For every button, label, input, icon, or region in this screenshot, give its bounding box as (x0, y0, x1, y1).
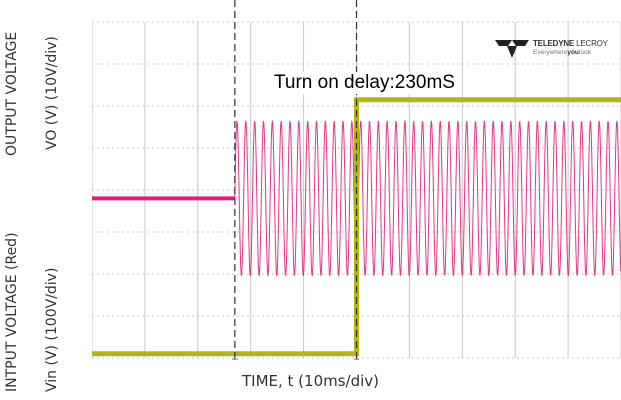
logo-tag-end: look (578, 49, 591, 56)
time-marker-arrow (231, 358, 238, 364)
plot-area (91, 0, 621, 364)
y-axis-label-input-line1: INTPUT VOLTAGE (Red) (4, 232, 20, 392)
logo-brand-text: TELEDYNE LECROY (533, 39, 608, 48)
time-marker-arrow (353, 358, 360, 364)
teledyne-lecroy-logo: TELEDYNE LECROY Everywhereyoulook (495, 34, 621, 64)
x-axis-label: TIME, t (10ms/div) (241, 372, 380, 390)
logo-tag-light: Everywhere (533, 49, 568, 56)
logo-tag-bold: you (567, 49, 579, 56)
y-axis-label-output-line2: VO (V) (10V/div) (44, 36, 60, 150)
logo-brand-bold: TELEDYNE (533, 39, 575, 48)
teledyne-logo-icon (495, 40, 529, 58)
annotation-text: Turn on delay:230mS (270, 72, 459, 94)
input-voltage-waveform (234, 120, 621, 278)
logo-brand-light: LECROY (574, 39, 608, 48)
logo-tagline: Everywhereyoulook (533, 49, 591, 56)
y-axis-label-output-line1: OUTPUT VOLTAGE (4, 31, 20, 156)
